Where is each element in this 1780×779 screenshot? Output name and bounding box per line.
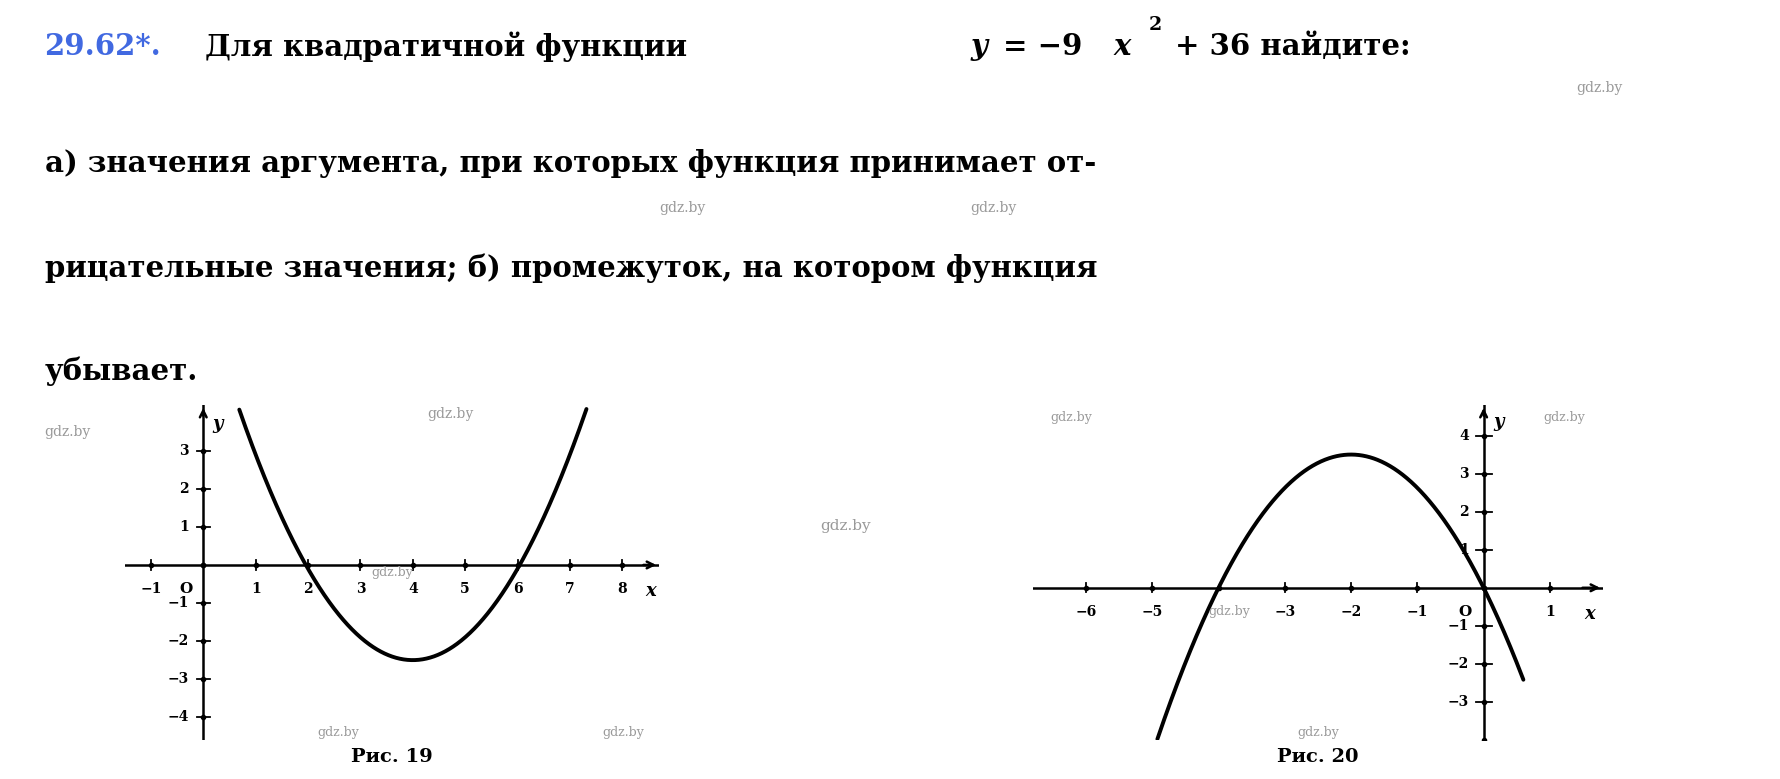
- Text: −2: −2: [1447, 657, 1468, 671]
- Text: 2: 2: [178, 482, 189, 495]
- Text: O: O: [1458, 605, 1470, 619]
- Text: gdz.by: gdz.by: [370, 566, 413, 580]
- Text: 5: 5: [459, 582, 470, 596]
- Text: 29.62*.: 29.62*.: [44, 32, 162, 61]
- Text: −3: −3: [167, 672, 189, 686]
- Text: gdz.by: gdz.by: [602, 726, 644, 739]
- Text: 4: 4: [1458, 428, 1468, 442]
- Text: gdz.by: gdz.by: [659, 201, 705, 215]
- Text: + 36 найдите:: + 36 найдите:: [1175, 32, 1410, 61]
- Text: y: y: [970, 32, 986, 61]
- Text: 3: 3: [356, 582, 365, 596]
- Text: рицательные значения; б) промежуток, на котором функция: рицательные значения; б) промежуток, на …: [44, 253, 1096, 283]
- Text: gdz.by: gdz.by: [1207, 605, 1250, 619]
- Text: −2: −2: [1340, 605, 1362, 619]
- Text: Рис. 20: Рис. 20: [1276, 748, 1358, 766]
- Text: gdz.by: gdz.by: [427, 407, 473, 421]
- Text: gdz.by: gdz.by: [821, 519, 870, 533]
- Text: y: y: [212, 414, 222, 432]
- Text: Рис. 19: Рис. 19: [351, 748, 433, 766]
- Text: −5: −5: [1141, 605, 1162, 619]
- Text: gdz.by: gdz.by: [1575, 81, 1622, 95]
- Text: gdz.by: gdz.by: [1541, 411, 1584, 424]
- Text: убывает.: убывает.: [44, 357, 198, 386]
- Text: O: O: [180, 582, 192, 596]
- Text: 3: 3: [178, 444, 189, 458]
- Text: gdz.by: gdz.by: [317, 726, 360, 739]
- Text: x: x: [646, 582, 657, 600]
- Text: −2: −2: [167, 634, 189, 648]
- Text: −3: −3: [1273, 605, 1294, 619]
- Text: 2: 2: [1148, 16, 1161, 33]
- Text: 8: 8: [618, 582, 627, 596]
- Text: −1: −1: [167, 596, 189, 610]
- Text: Для квадратичной функции: Для квадратичной функции: [205, 32, 696, 62]
- Text: 2: 2: [303, 582, 313, 596]
- Text: gdz.by: gdz.by: [44, 425, 91, 439]
- Text: y: y: [1493, 413, 1504, 431]
- Text: −6: −6: [1075, 605, 1096, 619]
- Text: gdz.by: gdz.by: [970, 201, 1016, 215]
- Text: 1: 1: [1543, 605, 1554, 619]
- Text: −1: −1: [1406, 605, 1428, 619]
- Text: x: x: [1584, 605, 1595, 623]
- Text: 1: 1: [1458, 543, 1468, 557]
- Text: −3: −3: [1447, 695, 1468, 709]
- Text: 3: 3: [1458, 467, 1468, 481]
- Text: 6: 6: [513, 582, 522, 596]
- Text: 1: 1: [178, 520, 189, 534]
- Text: −4: −4: [167, 710, 189, 724]
- Text: = −9: = −9: [1002, 32, 1082, 61]
- Text: 4: 4: [408, 582, 418, 596]
- Text: x: x: [1112, 32, 1130, 61]
- Text: 7: 7: [564, 582, 575, 596]
- Text: gdz.by: gdz.by: [1296, 726, 1339, 739]
- Text: −1: −1: [1447, 619, 1468, 633]
- Text: 1: 1: [251, 582, 260, 596]
- Text: а) значения аргумента, при которых функция принимает от-: а) значения аргумента, при которых функц…: [44, 149, 1095, 178]
- Text: −1: −1: [141, 582, 162, 596]
- Text: 2: 2: [1458, 505, 1468, 519]
- Text: gdz.by: gdz.by: [1050, 411, 1093, 424]
